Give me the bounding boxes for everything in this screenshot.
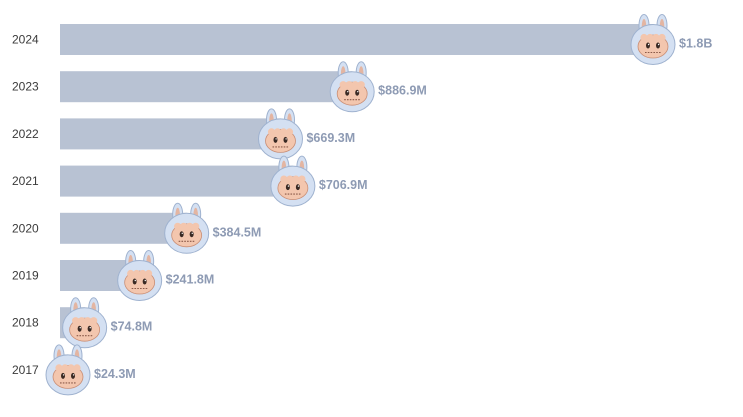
- year-label: 2020: [12, 221, 39, 235]
- year-label: 2021: [12, 174, 39, 188]
- mascot-bunny-hood-icon: [164, 202, 210, 254]
- year-label: 2024: [12, 33, 39, 47]
- mascot-bunny-hood-icon: [270, 155, 316, 207]
- mascot-bunny-hood-icon: [117, 250, 163, 301]
- year-label: 2018: [12, 316, 39, 330]
- mascot-bunny-hood-icon: [62, 297, 108, 349]
- value-label: $24.3M: [94, 367, 136, 381]
- value-label: $74.8M: [111, 320, 153, 334]
- bar: [60, 24, 653, 55]
- mascot-bunny-hood-icon: [329, 61, 375, 113]
- bar: [60, 165, 293, 197]
- mascot-bunny-hood-icon: [257, 108, 303, 160]
- bar: [60, 71, 353, 103]
- mascot-bunny-hood-icon: [45, 344, 91, 396]
- year-label: 2023: [12, 80, 39, 94]
- year-label: 2019: [12, 269, 39, 283]
- year-label: 2017: [12, 363, 39, 377]
- bar: [60, 118, 281, 150]
- value-label: $1.8B: [679, 37, 712, 51]
- value-label: $384.5M: [213, 225, 262, 239]
- value-label: $669.3M: [306, 131, 355, 145]
- value-label: $241.8M: [166, 273, 215, 287]
- value-label: $886.9M: [378, 84, 427, 98]
- mascot-bunny-hood-icon: [630, 14, 676, 65]
- value-label: $706.9M: [319, 178, 368, 192]
- year-label: 2022: [12, 127, 39, 141]
